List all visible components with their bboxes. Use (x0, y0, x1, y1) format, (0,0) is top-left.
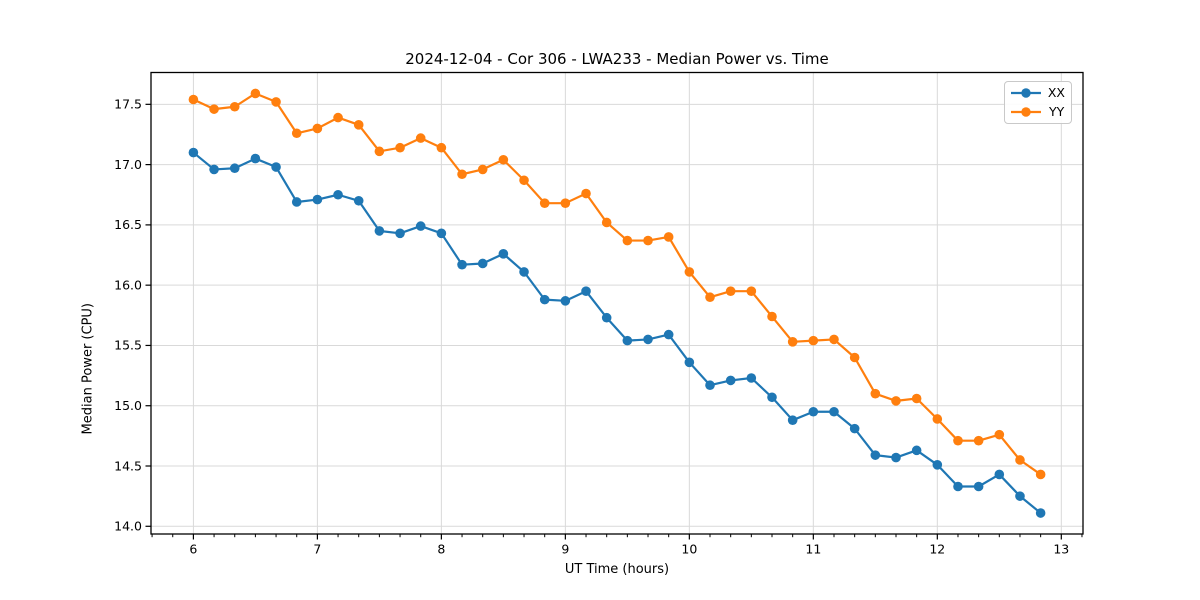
legend-item-yy: YY (1010, 103, 1065, 120)
svg-text:17.0: 17.0 (114, 157, 142, 172)
svg-text:12: 12 (929, 542, 945, 557)
svg-text:15.5: 15.5 (114, 338, 142, 353)
svg-text:14.0: 14.0 (114, 519, 142, 534)
legend-line-marker-icon-yy (1011, 107, 1041, 117)
svg-text:15.0: 15.0 (114, 398, 142, 413)
svg-text:8: 8 (437, 542, 445, 557)
svg-text:17.5: 17.5 (114, 97, 142, 112)
legend-label-yy: YY (1049, 103, 1065, 119)
svg-text:10: 10 (681, 542, 697, 557)
legend-item-xx: XX (1010, 85, 1065, 102)
legend-line-marker-icon-xx (1011, 88, 1041, 98)
svg-text:6: 6 (189, 542, 197, 557)
svg-text:14.5: 14.5 (114, 458, 142, 473)
svg-text:7: 7 (313, 542, 321, 557)
svg-text:11: 11 (805, 542, 821, 557)
svg-text:16.5: 16.5 (114, 217, 142, 232)
svg-text:9: 9 (561, 542, 569, 557)
y-axis-label-text: Median Power (CPU) (80, 303, 95, 435)
svg-text:16.0: 16.0 (114, 277, 142, 292)
x-axis-label: UT Time (hours) (564, 562, 670, 577)
chart-title: 2024-12-04 - Cor 306 - LWA233 - Median P… (405, 50, 829, 68)
legend: XX YY (1004, 81, 1072, 124)
svg-text:13: 13 (1053, 542, 1069, 557)
legend-label-xx: XX (1047, 84, 1065, 100)
